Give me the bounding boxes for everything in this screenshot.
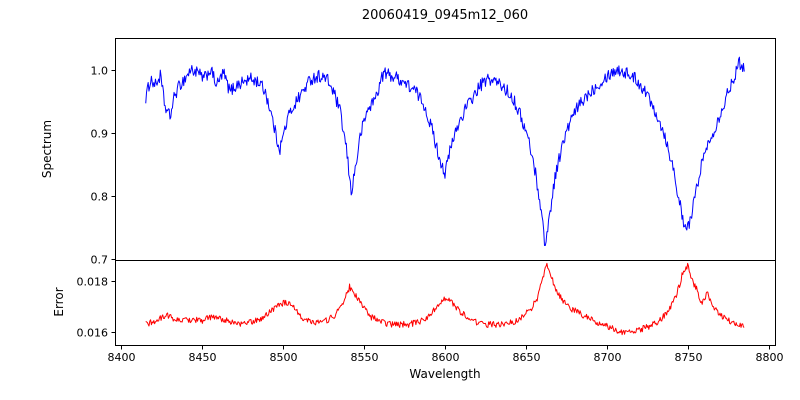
x-tick-label: 8600 (432, 351, 460, 364)
error-line (145, 262, 745, 336)
x-tick-label: 8650 (513, 351, 541, 364)
y-tick-label: 0.016 (77, 327, 109, 340)
x-axis-label: Wavelength (409, 367, 481, 381)
x-tick-label: 8450 (189, 351, 217, 364)
y-tick-label: 0.8 (91, 191, 109, 204)
panel-frame-error (115, 260, 776, 346)
panel-frame-spectrum (115, 38, 776, 261)
x-tick-label: 8400 (108, 351, 136, 364)
x-tick-label: 8800 (756, 351, 784, 364)
y-tick-label: 0.018 (77, 276, 109, 289)
spectrum-line (145, 56, 745, 246)
y-tick-label: 1.0 (91, 65, 109, 78)
chart-title: 20060419_0945m12_060 (361, 8, 529, 23)
x-tick-label: 8750 (675, 351, 703, 364)
x-tick-label: 8700 (594, 351, 622, 364)
x-tick-label: 8550 (351, 351, 379, 364)
y-tick-label: 0.7 (91, 254, 109, 267)
x-tick-label: 8500 (270, 351, 298, 364)
y-tick-label: 0.9 (91, 128, 109, 141)
